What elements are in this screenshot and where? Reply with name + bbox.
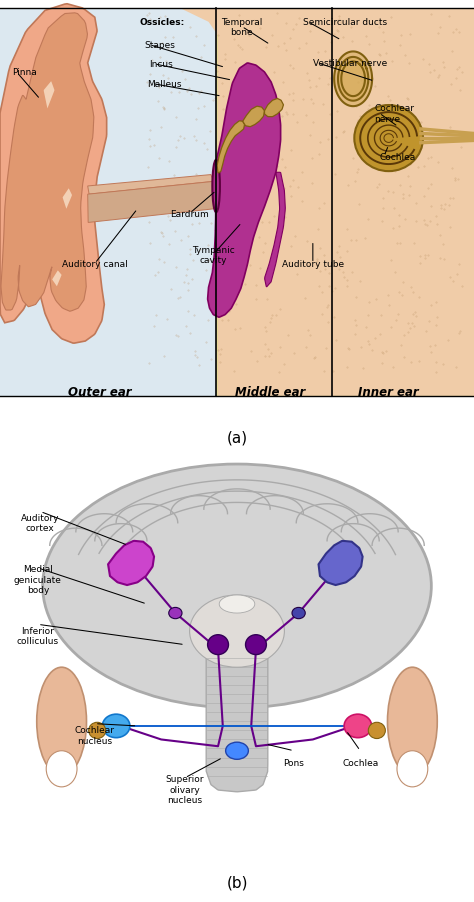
Text: Incus: Incus — [149, 60, 173, 69]
Ellipse shape — [46, 750, 77, 787]
Text: Middle ear: Middle ear — [235, 385, 305, 398]
Circle shape — [246, 635, 266, 655]
Bar — [0, 9, 216, 396]
Ellipse shape — [43, 465, 431, 708]
Polygon shape — [264, 99, 283, 117]
Text: Cochlear
nucleus: Cochlear nucleus — [75, 725, 115, 745]
Polygon shape — [52, 272, 62, 287]
Polygon shape — [208, 64, 281, 318]
Ellipse shape — [212, 161, 220, 213]
Polygon shape — [206, 643, 268, 792]
Text: (b): (b) — [226, 874, 248, 889]
Text: Superior
olivary
nucleus: Superior olivary nucleus — [165, 774, 204, 805]
Polygon shape — [1, 14, 94, 312]
Text: Medial
geniculate
body: Medial geniculate body — [14, 565, 62, 594]
Text: Cochlear
nerve: Cochlear nerve — [374, 105, 414, 124]
Text: Pinna: Pinna — [12, 69, 36, 78]
Text: Inferior
colliculus: Inferior colliculus — [17, 626, 59, 646]
Text: Auditory tube: Auditory tube — [282, 260, 344, 269]
Text: Outer ear: Outer ear — [68, 385, 131, 398]
Ellipse shape — [387, 667, 437, 776]
Polygon shape — [264, 173, 285, 288]
Text: Cochlea: Cochlea — [379, 152, 415, 161]
Text: Inner ear: Inner ear — [358, 385, 419, 398]
Polygon shape — [63, 189, 72, 209]
Ellipse shape — [344, 714, 372, 738]
Text: Pons: Pons — [283, 758, 304, 767]
Ellipse shape — [102, 714, 130, 738]
Text: Auditory
cortex: Auditory cortex — [21, 513, 60, 533]
Text: (a): (a) — [227, 429, 247, 445]
Polygon shape — [142, 9, 474, 396]
Ellipse shape — [37, 667, 86, 776]
Ellipse shape — [169, 608, 182, 619]
Text: Malleus: Malleus — [147, 79, 182, 88]
Bar — [332, 9, 474, 396]
Polygon shape — [319, 541, 363, 585]
Circle shape — [208, 635, 228, 655]
Polygon shape — [334, 52, 372, 107]
Polygon shape — [44, 82, 55, 109]
Text: Temporal
bone: Temporal bone — [221, 18, 263, 37]
Polygon shape — [217, 122, 245, 174]
Polygon shape — [88, 175, 213, 195]
Polygon shape — [338, 58, 368, 102]
Text: Ossicles:: Ossicles: — [140, 18, 185, 27]
Ellipse shape — [226, 742, 248, 759]
Text: Semicircular ducts: Semicircular ducts — [303, 18, 387, 27]
Ellipse shape — [190, 595, 284, 667]
Text: Cochlea: Cochlea — [342, 758, 378, 767]
Text: Eardrum: Eardrum — [170, 209, 209, 218]
Text: Stapes: Stapes — [145, 41, 175, 50]
Ellipse shape — [397, 750, 428, 787]
Circle shape — [368, 723, 385, 739]
Bar — [216, 9, 332, 396]
Polygon shape — [243, 107, 264, 127]
Ellipse shape — [292, 608, 305, 619]
Ellipse shape — [354, 106, 423, 172]
Text: Tympanic
cavity: Tympanic cavity — [192, 245, 235, 265]
Polygon shape — [108, 541, 154, 585]
Text: Vestibular nerve: Vestibular nerve — [313, 60, 387, 69]
Polygon shape — [88, 182, 214, 223]
Circle shape — [89, 723, 106, 739]
Ellipse shape — [219, 595, 255, 613]
Text: Auditory canal: Auditory canal — [62, 260, 128, 269]
Polygon shape — [0, 5, 107, 344]
